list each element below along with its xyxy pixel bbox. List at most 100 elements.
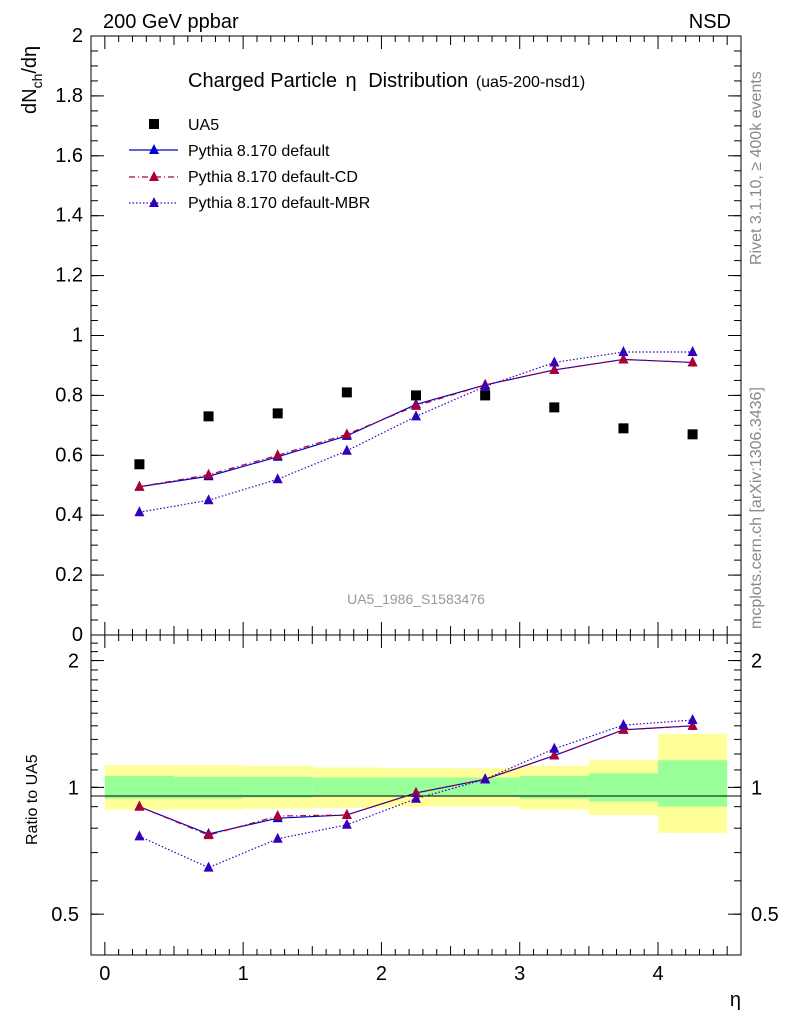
side-text-top: Rivet 3.1.10, ≥ 400k events [748,71,765,265]
title-symbol: η [346,70,357,92]
ratio-marker-cd [272,810,283,821]
ylabel-main: dN [19,88,41,114]
ratio-marker-cd [203,829,214,840]
x-axis-label: η [730,989,741,1011]
marker-mbr [341,444,352,455]
main-ytick-label: 0.6 [55,444,83,466]
ratio-marker-mbr [272,832,283,843]
data-point-ua5 [549,402,560,413]
marker-cd [618,353,629,364]
ratio-marker-mbr [341,818,352,829]
ratio-bands [104,733,728,833]
ratio-xtick-label: 0 [99,963,110,985]
main-ytick-label: 1.8 [55,85,83,107]
marker-mbr [687,345,698,356]
data-point-ua5 [272,408,283,419]
ratio-marker-mbr [618,719,629,730]
ratio-ytick-label-right: 2 [751,651,762,673]
main-ylabel: dNch/dη [19,46,45,114]
marker-cd [203,468,214,479]
legend-label-default: Pythia 8.170 default [188,143,330,160]
ratio-band-inner [243,776,313,798]
data-point-ua5 [134,459,145,470]
ratio-marker-cd [687,719,698,730]
marker-mbr [480,380,491,391]
ratio-marker-cd [341,808,352,819]
marker-mbr [203,494,214,505]
side-text-bottom: mcplots.cern.ch [arXiv:1306.3436] [748,387,765,629]
marker-mbr [134,506,145,517]
data-point-ua5 [618,423,629,434]
ratio-marker-mbr [203,861,214,872]
ratio-marker-cd [549,749,560,760]
ratio-ytick-label-right: 1 [751,777,762,799]
data-point-ua5 [687,429,698,440]
ratio-band-inner [312,777,382,797]
data-point-ua5 [341,387,352,398]
header-left: 200 GeV ppbar [103,11,239,33]
main-panel: 0 0.2 0.4 0.6 0.8 1 1.2 1.4 1.6 1.8 2 Charged Part… [19,25,742,646]
ratio-marker-mbr [411,792,421,803]
main-series [134,345,698,517]
main-title: Charged Particle η Distribution (ua5-200… [188,70,585,92]
ratio-ylabel: Ratio to UA5 [24,754,41,845]
ratio-marker-cd [411,786,421,797]
main-ytick-label: 0.2 [55,564,83,586]
ratio-ytick-label: 2 [68,651,79,673]
series-line-cd [139,358,693,488]
ylabel-sub: ch [29,74,45,89]
header-right: NSD [689,11,731,33]
ratio-ytick-label: 0.5 [51,904,79,926]
marker-mbr [549,356,560,367]
marker-mbr [618,345,629,356]
legend-label-mbr: Pythia 8.170 default-MBR [188,195,370,212]
ratio-ytick-label-right: 0.5 [751,904,779,926]
main-ytick-label: 0 [72,624,83,646]
title-text: Charged Particle [188,70,337,92]
legend-marker-mbr [149,197,159,207]
legend-marker-default [149,144,159,154]
ratio-series [134,714,698,872]
main-ytick-label: 2 [72,25,83,47]
marker-cd [341,428,352,439]
marker-cd [272,449,283,460]
marker-cd [687,356,698,367]
main-ytick-label: 1.4 [55,205,83,227]
marker-mbr [272,473,283,484]
main-ytick-label: 0.4 [55,504,83,526]
marker-cd [134,480,145,491]
ratio-marker-cd [134,800,145,811]
ratio-band-inner [588,773,659,802]
ratio-marker-mbr [480,773,491,784]
title-text-2: Distribution [368,70,468,92]
main-ytick-label: 1 [72,325,83,347]
marker-cd [411,399,421,410]
ratio-band-inner [519,775,589,799]
ratio-band-inner [104,775,174,799]
ratio-band-inner [173,776,244,799]
series-line-mbr [139,351,693,513]
title-tag: (ua5-200-nsd1) [476,74,585,91]
ratio-frame [90,634,742,956]
ratio-xtick-label: 1 [238,963,249,985]
ratio-xtick-label: 4 [652,963,663,985]
main-y-axis: 0 0.2 0.4 0.6 0.8 1 1.2 1.4 1.6 1.8 2 [55,25,741,646]
ylabel-tail: /dη [19,46,41,74]
ratio-ytick-label: 1 [68,777,79,799]
ratio-xtick-label: 2 [376,963,387,985]
legend-marker-ua5 [149,119,159,129]
main-ytick-label: 1.2 [55,265,83,287]
legend-marker-cd [149,171,159,181]
legend-label-cd: Pythia 8.170 default-CD [188,169,358,186]
marker-mbr [411,410,421,421]
legend: UA5 Pythia 8.170 default Pythia 8.170 de… [129,117,370,212]
main-ytick-label: 1.6 [55,145,83,167]
ratio-marker-mbr [549,742,560,753]
watermark: UA5_1986_S1583476 [347,591,485,607]
main-x-axis [104,36,728,635]
data-point-ua5 [411,390,421,401]
ratio-y-axis: 0.5 0.5 1 1 2 2 [51,642,779,956]
ratio-marker-mbr [687,714,698,725]
ratio-marker-mbr [134,830,145,841]
